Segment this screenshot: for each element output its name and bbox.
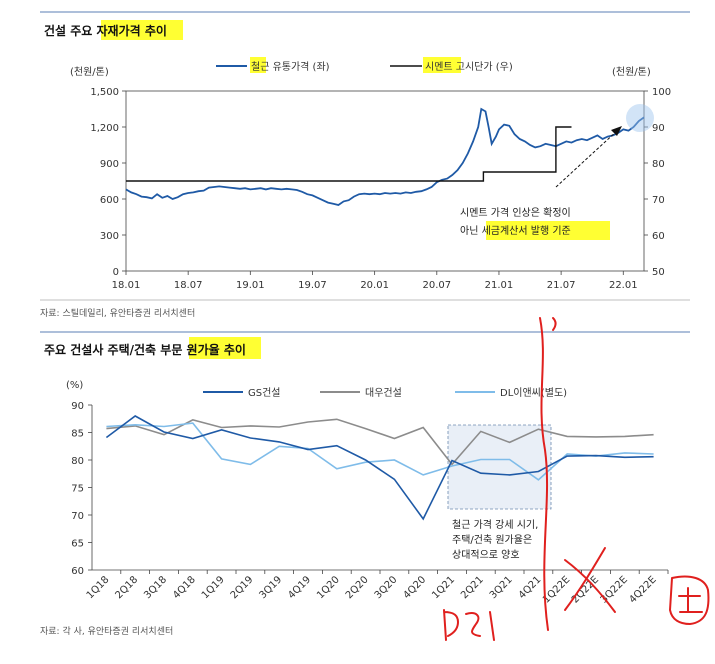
chart1-title: 건설 주요 자재가격 추이 bbox=[44, 23, 167, 38]
series-steel-line bbox=[125, 107, 645, 206]
chart1-right-tick-label: 50 bbox=[652, 267, 665, 278]
chart1-annotation-line-2: 아닌 세금계산서 발행 기준 bbox=[460, 225, 571, 237]
chart1-x-tick-label: 18.07 bbox=[174, 280, 203, 291]
chart1-x-tick-label: 21.01 bbox=[485, 280, 514, 291]
chart2-x-tick-label: 4Q21 bbox=[517, 574, 544, 601]
chart1-right-unit: (천원/톤) bbox=[612, 66, 651, 78]
chart1-x-tick-label: 18.01 bbox=[112, 280, 141, 291]
chart2-y-tick-label: 65 bbox=[71, 539, 84, 550]
chart1-annotation-line-1: 시멘트 가격 인상은 확정이 bbox=[460, 206, 571, 219]
chart2-period-box bbox=[447, 424, 552, 510]
chart2-x-tick-label: 2Q19 bbox=[229, 574, 256, 601]
chart2-y-tick-label: 80 bbox=[71, 456, 84, 467]
chart1-left-tick-label: 0 bbox=[113, 267, 119, 278]
red-scribble-left bbox=[443, 609, 459, 641]
legend-steel-highlight bbox=[250, 57, 266, 73]
chart1-left-unit: (천원/톤) bbox=[70, 66, 109, 78]
chart1-left-tick-label: 600 bbox=[100, 195, 119, 206]
chart2-x-tick-label: 2Q20 bbox=[344, 574, 371, 601]
chart1-annotation-arrow bbox=[555, 129, 619, 188]
chart2-x-tick-label: 4Q22E bbox=[627, 574, 658, 605]
series-daewoo-line bbox=[106, 418, 654, 466]
red-tick-mark bbox=[552, 317, 557, 331]
chart1-title-highlight bbox=[101, 20, 183, 40]
red-scribble-bar bbox=[489, 611, 495, 641]
chart1-x-tick-label: 22.01 bbox=[609, 280, 638, 291]
chart1-left-tick-label: 1,500 bbox=[90, 87, 119, 98]
legend-cement-highlight bbox=[423, 57, 461, 73]
legend-gs-label: GS건설 bbox=[248, 387, 281, 399]
chart2-y-tick-label: 85 bbox=[71, 429, 84, 440]
red-bracket-right bbox=[669, 575, 710, 625]
chart1-right-tick-label: 90 bbox=[652, 123, 665, 134]
chart2-x-tick-label: 4Q19 bbox=[286, 574, 313, 601]
chart1-x-tick-label: 21.07 bbox=[547, 280, 576, 291]
chart2-y-tick-label: 60 bbox=[71, 566, 84, 577]
legend-steel-label: 철근 유통가격 (좌) bbox=[251, 60, 330, 73]
chart1-left-tick-label: 1,200 bbox=[90, 123, 119, 134]
chart2-x-tick-label: 1Q20 bbox=[315, 574, 342, 601]
chart1-x-tick-label: 19.01 bbox=[236, 280, 265, 291]
chart2-annotation-line-2: 주택/건축 원가율은 bbox=[452, 534, 532, 546]
chart1-x-tick-label: 20.07 bbox=[422, 280, 451, 291]
series-gs-line bbox=[105, 415, 654, 521]
chart1-source: 자료: 스틸데일리, 유안타증권 리서치센터 bbox=[40, 307, 195, 319]
chart2-annotation-line-1: 철근 가격 강세 시기, bbox=[452, 518, 538, 531]
chart2-x-tick-label: 1Q18 bbox=[85, 574, 112, 601]
chart2-title: 주요 건설사 주택/건축 부문 원가율 추이 bbox=[44, 342, 246, 357]
chart1-right-tick-label: 70 bbox=[652, 195, 665, 206]
chart2-x-tick-label: 1Q21 bbox=[430, 574, 457, 601]
red-x-mark bbox=[564, 547, 616, 613]
chart2-x-tick-label: 3Q19 bbox=[257, 574, 284, 601]
chart2-x-tick-label: 3Q20 bbox=[373, 574, 400, 601]
chart2-y-tick-label: 70 bbox=[71, 511, 84, 522]
legend-dl-label: DL이앤씨(별도) bbox=[500, 387, 567, 399]
red-vertical-stroke bbox=[539, 317, 549, 631]
chart2-x-tick-label: 3Q22E bbox=[599, 574, 630, 605]
chart1-left-tick-label: 300 bbox=[100, 231, 119, 242]
chart2-annotation-line-3: 상대적으로 양호 bbox=[452, 549, 520, 561]
chart1-highlight-circle bbox=[626, 104, 654, 132]
chart1-annotation-highlight bbox=[486, 221, 610, 240]
chart2-source: 자료: 각 사, 유안타증권 리서치센터 bbox=[40, 625, 173, 637]
chart1-arrow-head bbox=[611, 126, 622, 136]
chart1-x-tick-label: 20.01 bbox=[360, 280, 389, 291]
legend-cement-label: 시멘트 고시단가 (우) bbox=[425, 61, 513, 73]
chart1-right-tick-label: 80 bbox=[652, 159, 665, 170]
chart2-x-tick-label: 4Q18 bbox=[171, 574, 198, 601]
series-cement-line bbox=[126, 126, 572, 182]
chart2-y-tick-label: 90 bbox=[71, 401, 84, 412]
red-scribble-right bbox=[678, 587, 703, 613]
chart2-y-tick-label: 75 bbox=[71, 484, 84, 495]
series-dl-line bbox=[106, 422, 654, 481]
chart1-x-tick-label: 19.07 bbox=[298, 280, 327, 291]
handwritten-red-marks bbox=[443, 317, 710, 641]
red-scribble-mid bbox=[465, 612, 481, 637]
chart2-x-tick-label: 2Q18 bbox=[113, 574, 140, 601]
chart2-x-tick-label: 2Q21 bbox=[459, 574, 486, 601]
chart2-title-highlight bbox=[189, 337, 261, 359]
chart1-right-tick-label: 60 bbox=[652, 231, 665, 242]
chart1-left-tick-label: 900 bbox=[100, 159, 119, 170]
legend-daewoo-label: 대우건설 bbox=[365, 387, 402, 399]
chart2-x-tick-label: 3Q21 bbox=[488, 574, 515, 601]
chart2-x-tick-label: 3Q18 bbox=[142, 574, 169, 601]
chart2-y-unit: (%) bbox=[66, 380, 83, 391]
chart2-x-tick-label: 4Q20 bbox=[401, 574, 428, 601]
chart2-x-tick-label: 1Q19 bbox=[200, 574, 227, 601]
chart1-right-tick-label: 100 bbox=[652, 87, 671, 98]
